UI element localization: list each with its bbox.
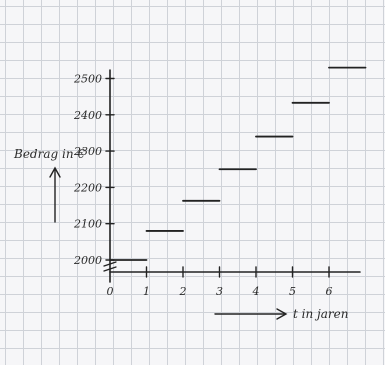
- y-tick-label: 2400: [73, 109, 102, 122]
- y-tick-label: 2000: [73, 254, 102, 267]
- x-tick-label: 2: [179, 285, 187, 298]
- x-ticks: 0 1 2 3 4 5 6: [107, 266, 333, 298]
- x-tick-label: 5: [289, 285, 296, 298]
- y-tick-label: 2500: [73, 73, 102, 86]
- x-axis-arrow-head: [276, 308, 288, 320]
- x-axis-title: t in jaren: [293, 307, 348, 321]
- y-ticks: 2000 2100 2200 2300 2400 2500: [73, 73, 115, 267]
- x-tick-label: 1: [143, 285, 150, 298]
- axis-break-mark: [103, 261, 117, 272]
- y-tick-label: 2100: [73, 218, 102, 231]
- x-tick-label: 6: [326, 285, 333, 298]
- step-series: [109, 66, 367, 261]
- y-tick-label: 2300: [73, 145, 102, 158]
- y-axis-title: Bedrag in €: [13, 147, 85, 161]
- y-axis-arrow-head: [49, 166, 61, 178]
- y-tick-label: 2200: [73, 181, 102, 194]
- x-tick-label: 0: [107, 285, 114, 298]
- x-tick-label: 4: [252, 285, 260, 298]
- x-tick-label: 3: [216, 285, 223, 298]
